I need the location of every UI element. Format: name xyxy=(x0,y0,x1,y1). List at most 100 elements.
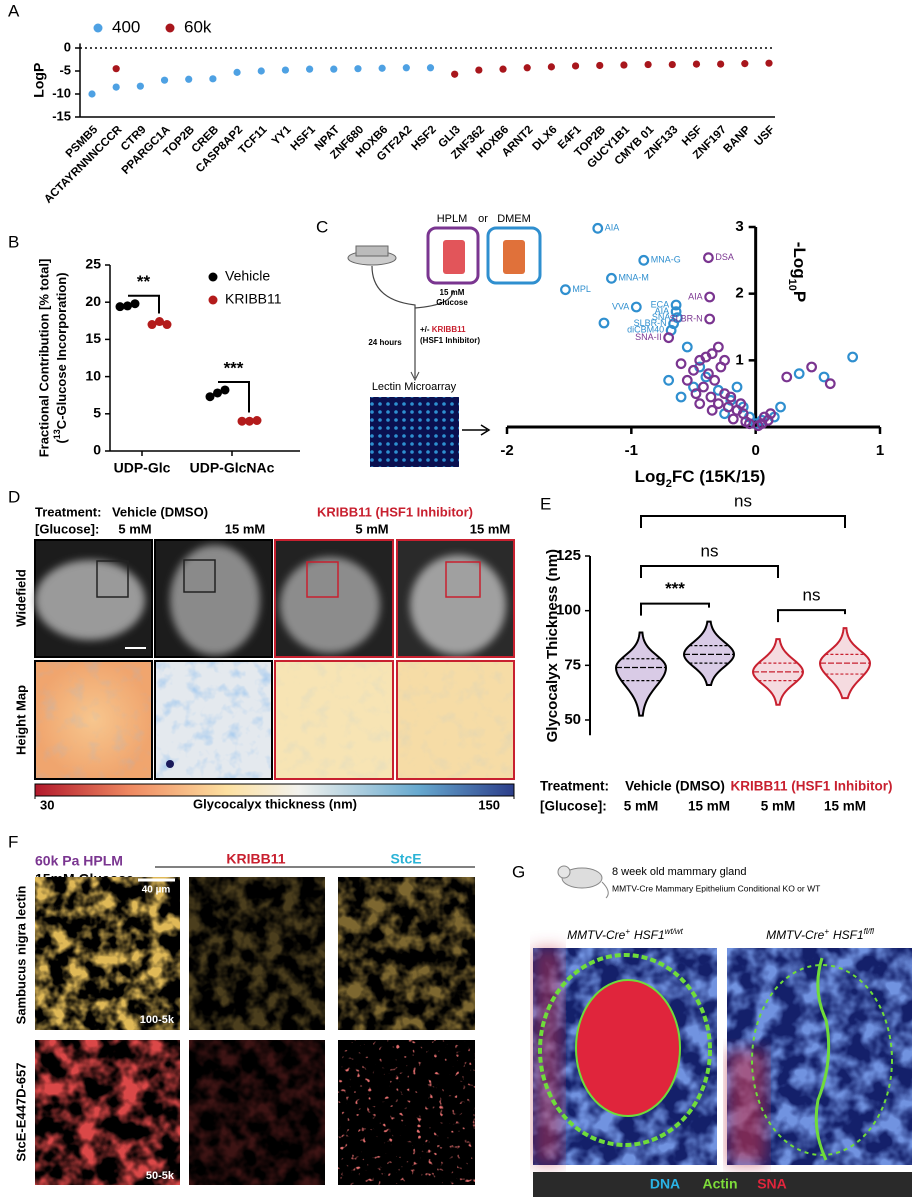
data-point xyxy=(475,66,483,74)
significance-label: ns xyxy=(803,586,821,605)
point-label: AIA xyxy=(688,291,703,301)
colorbar-tick-label: 30 xyxy=(40,797,54,812)
x-tick-label: 1 xyxy=(876,442,884,459)
data-point xyxy=(155,317,164,327)
data-point xyxy=(781,371,793,383)
data-point xyxy=(741,60,749,68)
data-point xyxy=(717,60,725,68)
data-point xyxy=(638,254,650,266)
y-tick-label: 20 xyxy=(85,293,101,309)
y-tick-label: 0 xyxy=(93,442,101,458)
data-point xyxy=(205,392,215,402)
inhibitor-label: (HSF1 Inhibitor) xyxy=(420,336,480,345)
array-label: Lectin Microarray xyxy=(372,381,457,393)
data-point xyxy=(630,301,642,313)
media-label: DMEM xyxy=(497,213,531,225)
x-tick-label: -1 xyxy=(625,442,638,459)
data-point xyxy=(703,368,714,380)
legend-marker xyxy=(208,295,218,305)
data-point xyxy=(722,401,734,413)
data-point xyxy=(694,354,706,366)
x-tick-label: TCF11 xyxy=(237,123,270,156)
data-point xyxy=(706,348,718,360)
data-point xyxy=(220,385,230,395)
x-tick-label: DLX6 xyxy=(530,124,559,153)
data-point xyxy=(160,76,169,84)
significance-bracket xyxy=(640,565,779,578)
y-tick-label: 2 xyxy=(735,285,743,302)
row-label: Treatment: xyxy=(35,504,101,519)
treatment-label: KRIBB11 (HSF1 Inhibitor) xyxy=(317,504,473,519)
data-point xyxy=(681,374,693,386)
data-point xyxy=(704,291,716,303)
x-tick-label: -2 xyxy=(500,442,513,459)
data-point xyxy=(560,284,571,296)
data-point xyxy=(185,75,193,83)
data-point xyxy=(644,60,652,69)
glucose-label: 15 mM xyxy=(225,521,265,536)
data-point xyxy=(88,90,96,98)
glucose-label: 5 mM xyxy=(118,521,151,536)
caption: MMTV-Cre Mammary Epithelium Conditional … xyxy=(612,883,820,893)
panel-letter: A xyxy=(8,1,20,20)
data-point xyxy=(670,299,682,311)
data-point xyxy=(209,75,217,83)
data-point xyxy=(758,411,770,423)
label-part: +/- xyxy=(420,325,432,334)
violin-body xyxy=(683,620,735,687)
data-point xyxy=(136,82,144,90)
data-point xyxy=(727,413,739,425)
significance-label: ns xyxy=(701,541,719,560)
label-part: MMTV-Cre xyxy=(766,928,825,942)
y-axis-label: (13C-Glucose Incorporation) xyxy=(52,272,69,443)
data-point xyxy=(675,358,687,370)
data-point xyxy=(112,83,120,91)
y-tick-label: 15 xyxy=(85,330,101,346)
data-point xyxy=(719,354,730,366)
data-point xyxy=(451,70,459,78)
data-point xyxy=(330,65,338,73)
header: 60k Pa HPLM xyxy=(35,853,123,869)
data-point xyxy=(663,332,675,344)
data-point xyxy=(765,59,773,67)
data-point xyxy=(712,341,724,353)
channel-label: DNA xyxy=(650,1176,680,1192)
data-point xyxy=(606,272,617,284)
treatment-label: Vehicle (DMSO) xyxy=(112,504,208,519)
point-label: diCBM40 xyxy=(627,325,664,335)
x-tick-label: 5 mM xyxy=(761,799,796,814)
y-tick-label: 50 xyxy=(564,711,581,728)
point-label: SLBR-N xyxy=(634,318,667,328)
data-point xyxy=(620,61,628,69)
colorbar-tick-label: 150 xyxy=(478,797,500,812)
legend-label: Vehicle xyxy=(225,268,270,284)
legend-label: KRIBB11 xyxy=(225,291,282,307)
significance-label: ** xyxy=(137,272,151,291)
x-tick-label: UDP-GlcNAc xyxy=(190,460,275,476)
panel-letter: D xyxy=(8,487,20,506)
data-point xyxy=(571,62,580,70)
data-point xyxy=(598,317,610,329)
data-point xyxy=(306,65,314,73)
legend-marker xyxy=(165,23,175,33)
x-tick-label: 15 mM xyxy=(824,799,866,814)
caption: 8 week old mammary gland xyxy=(612,866,747,878)
significance-label: ns xyxy=(734,491,752,510)
data-point xyxy=(112,65,120,73)
point-label: SLBR-N xyxy=(670,313,703,323)
media-label: or xyxy=(478,213,488,225)
label-part: Log xyxy=(635,467,666,486)
panel-letter: C xyxy=(316,217,328,236)
y-tick-label: 0 xyxy=(64,39,71,54)
violin-body xyxy=(614,631,668,717)
significance-bracket xyxy=(640,602,710,616)
significance-label: *** xyxy=(224,358,244,377)
data-point xyxy=(257,67,265,75)
data-point xyxy=(213,388,222,398)
label-part: C-Glucose Incorporation) xyxy=(54,272,69,429)
x-tick-label: HSF1 xyxy=(289,123,319,153)
glucose-label: Glucose xyxy=(436,298,468,307)
label-part: KRIBB11 xyxy=(432,325,466,334)
